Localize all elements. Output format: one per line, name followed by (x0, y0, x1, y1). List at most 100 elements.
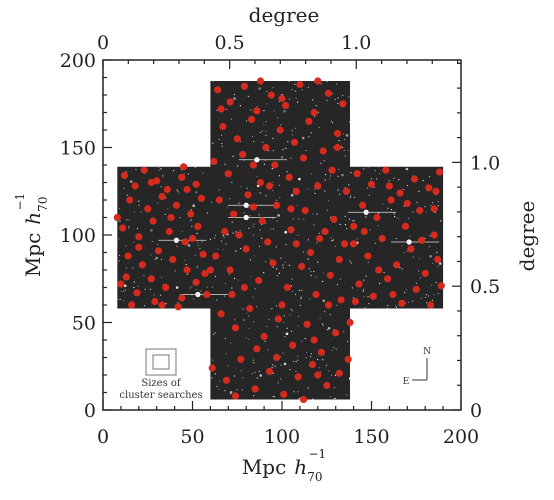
star (117, 243, 119, 245)
star (440, 220, 442, 222)
star (438, 396, 440, 398)
star (308, 268, 310, 270)
star (344, 138, 346, 140)
star (157, 202, 159, 204)
star (199, 367, 201, 369)
star (129, 337, 131, 339)
star (433, 372, 435, 374)
cluster-markers (113, 77, 445, 404)
star (258, 87, 262, 90)
cluster-marker (342, 187, 350, 195)
cluster-marker (178, 173, 186, 181)
star (150, 254, 152, 256)
star (375, 382, 377, 385)
star (403, 252, 405, 254)
star (235, 231, 237, 233)
star (383, 271, 385, 274)
star (297, 359, 299, 361)
star (401, 268, 403, 270)
star (393, 115, 395, 117)
star (197, 131, 200, 135)
star (337, 102, 339, 105)
star (186, 273, 188, 275)
star (384, 111, 386, 113)
star (258, 245, 260, 247)
star (280, 364, 282, 366)
star (125, 342, 127, 345)
star (283, 315, 285, 317)
star (233, 97, 236, 100)
star (307, 239, 309, 241)
cluster-marker (231, 392, 240, 400)
star (350, 195, 352, 197)
star (424, 206, 426, 208)
star (402, 142, 405, 146)
top-tick-label: 0 (97, 32, 109, 54)
x-tick-label: 150 (353, 426, 389, 448)
star (166, 123, 168, 125)
star (362, 290, 364, 292)
star (216, 299, 218, 301)
star (223, 295, 225, 297)
star (325, 173, 327, 176)
star (176, 148, 178, 150)
star (263, 163, 265, 165)
star (437, 293, 439, 295)
star (297, 234, 299, 236)
right-tick-labels: 0 0.5 1.0 (470, 152, 500, 422)
y-tick-labels: 0 50 100 150 200 (60, 50, 96, 422)
star (224, 390, 226, 392)
star (324, 190, 326, 192)
star (343, 331, 345, 333)
cluster-marker (183, 266, 191, 274)
star (406, 164, 408, 166)
star (137, 355, 139, 357)
star (162, 127, 165, 129)
star (406, 250, 408, 252)
star (176, 245, 178, 247)
star (323, 272, 325, 274)
star (179, 217, 181, 219)
star (123, 284, 127, 288)
star (331, 240, 333, 242)
cluster-marker (206, 266, 214, 274)
star (275, 199, 277, 201)
star (138, 380, 140, 382)
star (287, 141, 289, 143)
star (322, 324, 324, 326)
star (397, 217, 399, 219)
star (431, 284, 433, 286)
star (369, 228, 371, 231)
star (196, 265, 199, 267)
star (272, 228, 275, 230)
star (291, 290, 293, 292)
star (374, 170, 376, 172)
star (348, 96, 350, 98)
cluster-marker (222, 376, 231, 384)
star (429, 129, 431, 131)
y-tick-label: 50 (72, 313, 96, 335)
star (259, 374, 263, 377)
star (197, 242, 199, 244)
star (154, 309, 156, 311)
cluster-marker (350, 240, 358, 248)
star (414, 128, 417, 131)
cluster-marker (373, 213, 381, 222)
star (123, 345, 125, 347)
star (328, 200, 330, 202)
star (158, 166, 160, 169)
star (317, 358, 319, 361)
star (330, 237, 332, 239)
star (338, 140, 340, 142)
star (402, 144, 404, 147)
star (435, 281, 437, 284)
star (221, 145, 223, 147)
star (201, 116, 203, 118)
cluster-marker (353, 170, 361, 178)
cluster-marker (326, 271, 334, 279)
star (195, 330, 197, 332)
cluster-marker (203, 290, 211, 299)
star (249, 215, 251, 217)
star (368, 261, 370, 263)
star (143, 353, 145, 355)
